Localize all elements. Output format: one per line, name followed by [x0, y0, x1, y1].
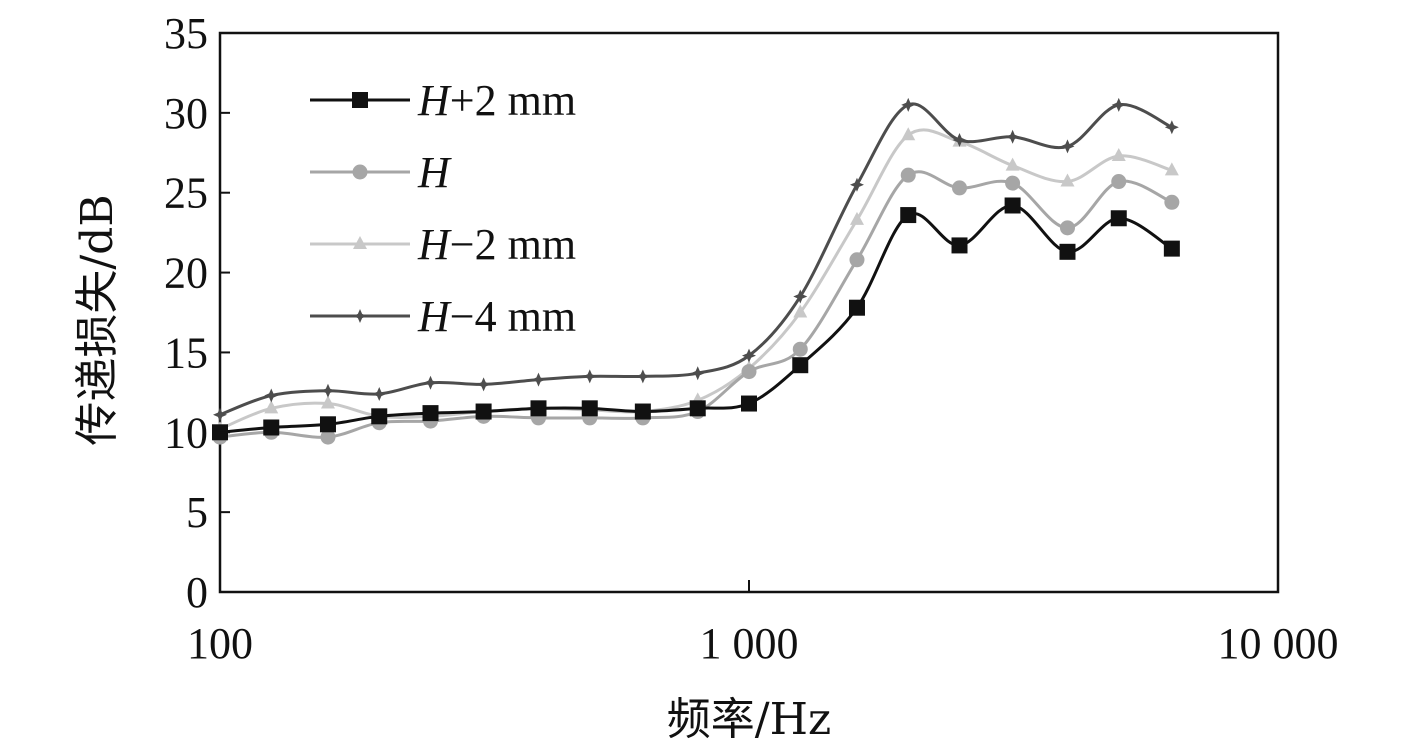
legend-label: H−4 mm: [417, 292, 576, 341]
data-point: [634, 403, 651, 420]
y-tick-label: 5: [186, 488, 208, 537]
legend-swatch-marker: [353, 309, 367, 323]
legend-entry: H−4 mm: [310, 292, 576, 341]
x-axis-title: 频率/Hz: [667, 694, 831, 745]
data-point: [951, 237, 968, 254]
data-point: [582, 369, 597, 384]
data-point: [1164, 194, 1180, 210]
legend-label-variable: H: [417, 76, 452, 125]
legend-swatch-marker: [353, 236, 367, 249]
y-tick-label: 15: [164, 328, 208, 377]
data-point: [372, 386, 387, 401]
data-point: [741, 364, 757, 380]
data-point: [530, 400, 547, 417]
data-point: [1164, 120, 1179, 135]
legend-label-variable: H: [417, 148, 452, 197]
legend-label: H−2 mm: [417, 220, 576, 269]
y-tick-label: 35: [164, 9, 208, 58]
data-point: [213, 407, 227, 422]
y-axis-title: 传递损失/dB: [72, 194, 123, 445]
data-point: [320, 429, 336, 445]
legend-entry: H+2 mm: [310, 76, 576, 125]
legend-label-variable: H: [417, 292, 452, 341]
legend-swatch-marker: [352, 164, 368, 180]
data-point: [900, 207, 917, 224]
data-point: [423, 375, 438, 390]
series-0: [212, 197, 1180, 441]
data-point: [264, 400, 279, 414]
data-point: [901, 97, 916, 112]
data-point: [848, 299, 865, 316]
data-point: [635, 369, 650, 384]
data-point: [1164, 162, 1179, 176]
data-point: [792, 341, 808, 357]
legend-label: H+2 mm: [417, 76, 576, 125]
data-point: [1163, 240, 1180, 257]
data-point: [741, 395, 757, 412]
data-point: [371, 408, 388, 425]
data-point: [1005, 175, 1021, 191]
data-point: [1059, 220, 1075, 236]
data-point: [952, 180, 968, 196]
legend-entry: H−2 mm: [310, 220, 576, 269]
legend-label-suffix: +2 mm: [450, 76, 576, 125]
data-point: [422, 405, 439, 422]
data-point: [690, 366, 705, 381]
y-tick-label: 0: [186, 568, 208, 617]
data-point: [689, 400, 706, 417]
y-tick-label: 20: [164, 249, 208, 298]
data-point: [581, 400, 598, 417]
x-tick-label: 1 000: [700, 619, 799, 668]
legend-swatch-marker: [352, 92, 368, 108]
y-tick-label: 10: [164, 408, 208, 457]
legend-label: H: [417, 148, 452, 197]
data-point: [475, 403, 492, 420]
y-tick-label: 30: [164, 89, 208, 138]
legend-label-suffix: −4 mm: [450, 292, 576, 341]
data-point: [1111, 174, 1127, 190]
data-point: [793, 289, 808, 304]
data-point: [476, 377, 491, 392]
x-tick-label: 100: [187, 619, 253, 668]
legend-label-variable: H: [417, 220, 452, 269]
data-point: [264, 388, 279, 403]
data-point: [1111, 147, 1126, 161]
x-tick-label: 10 000: [1218, 619, 1339, 668]
data-point: [1111, 97, 1126, 112]
data-point: [1005, 157, 1020, 171]
data-point: [320, 383, 335, 398]
data-point: [1059, 243, 1076, 260]
y-tick-label: 25: [164, 169, 208, 218]
data-point: [1004, 197, 1021, 214]
data-point: [263, 419, 280, 436]
legend-entry: H: [310, 148, 452, 197]
data-point: [793, 304, 808, 318]
data-point: [1060, 139, 1075, 154]
data-point: [952, 133, 967, 148]
data-point: [849, 252, 865, 268]
data-point: [849, 211, 864, 225]
data-point: [742, 348, 756, 363]
data-point: [320, 395, 335, 409]
series-line: [219, 102, 1173, 417]
legend-label-suffix: −2 mm: [450, 220, 576, 269]
data-point: [1110, 210, 1127, 227]
data-point: [319, 416, 336, 433]
data-point: [900, 167, 916, 183]
data-point: [531, 372, 546, 387]
data-point: [849, 177, 864, 192]
series-3: [213, 97, 1179, 422]
plot-frame: [218, 31, 1280, 594]
data-point: [792, 357, 809, 374]
data-point: [1005, 129, 1020, 144]
data-point: [901, 127, 916, 141]
data-point: [1060, 173, 1075, 187]
